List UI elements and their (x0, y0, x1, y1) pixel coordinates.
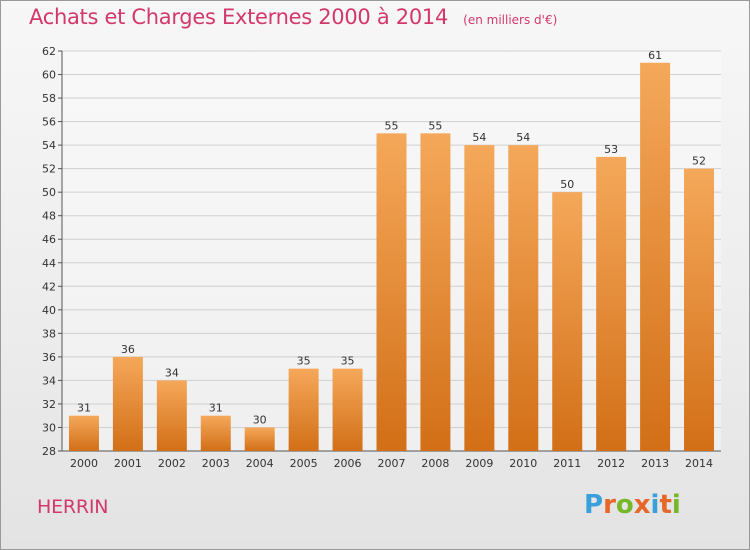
y-tick-label: 38 (42, 327, 56, 340)
y-tick-label: 36 (42, 351, 56, 364)
x-tick-label: 2006 (334, 457, 362, 470)
bar (640, 62, 671, 451)
x-tick-label: 2010 (509, 457, 537, 470)
y-tick-label: 48 (42, 210, 56, 223)
chart-title: Achats et Charges Externes 2000 à 2014 (29, 5, 449, 29)
bar (112, 356, 143, 451)
bar-value-label: 31 (77, 402, 91, 415)
y-tick-label: 50 (42, 186, 56, 199)
y-tick-label: 58 (42, 92, 56, 105)
y-tick-label: 34 (42, 374, 56, 387)
logo-letter: i (650, 490, 660, 520)
bar-value-label: 31 (209, 402, 223, 415)
x-tick-label: 2000 (70, 457, 98, 470)
bar (508, 145, 539, 451)
y-tick-label: 32 (42, 398, 56, 411)
bar (420, 133, 451, 451)
y-tick-label: 54 (42, 139, 56, 152)
logo-letter: x (633, 490, 651, 520)
x-tick-label: 2007 (378, 457, 406, 470)
x-tick-label: 2013 (641, 457, 669, 470)
bar-value-label: 35 (341, 355, 355, 368)
bar (552, 192, 583, 452)
x-tick-label: 2008 (421, 457, 449, 470)
x-tick-label: 2011 (553, 457, 581, 470)
bar (200, 415, 231, 451)
x-tick-label: 2003 (202, 457, 230, 470)
bar-value-label: 54 (516, 131, 530, 144)
bar (464, 145, 495, 451)
bar (332, 368, 363, 451)
bar-value-label: 30 (253, 413, 267, 426)
x-tick-label: 2002 (158, 457, 186, 470)
x-tick-label: 2014 (685, 457, 713, 470)
bar (288, 368, 319, 451)
bar-value-label: 55 (385, 119, 399, 132)
x-tick-label: 2009 (465, 457, 493, 470)
logo-letter: o (615, 490, 634, 520)
bar (68, 415, 99, 451)
bar (244, 427, 275, 451)
place-name: HERRIN (37, 496, 109, 518)
y-tick-label: 28 (42, 445, 56, 458)
y-tick-label: 46 (42, 233, 56, 246)
bar-value-label: 34 (165, 366, 179, 379)
bar-value-label: 61 (648, 49, 662, 62)
logo-letter: P (584, 490, 604, 520)
x-tick-label: 2005 (290, 457, 318, 470)
y-tick-label: 52 (42, 163, 56, 176)
bar-value-label: 50 (560, 178, 574, 191)
bar-value-label: 54 (472, 131, 486, 144)
bar-value-label: 53 (604, 143, 618, 156)
x-tick-label: 2004 (246, 457, 274, 470)
y-tick-label: 44 (42, 257, 56, 270)
logo-letter: i (671, 490, 681, 520)
bar-value-label: 36 (121, 343, 135, 356)
bar (156, 380, 187, 451)
y-tick-label: 60 (42, 69, 56, 82)
bar (596, 156, 627, 451)
bar-value-label: 35 (297, 355, 311, 368)
y-tick-label: 56 (42, 116, 56, 129)
logo-letter: t (659, 490, 672, 520)
chart-subtitle: (en milliers d'€) (463, 13, 558, 27)
bar-value-label: 55 (428, 119, 442, 132)
bar (376, 133, 407, 451)
y-tick-label: 62 (42, 45, 56, 58)
bar (684, 168, 715, 451)
logo-letter: r (603, 490, 616, 520)
x-tick-label: 2001 (114, 457, 142, 470)
y-tick-label: 42 (42, 280, 56, 293)
y-tick-label: 40 (42, 304, 56, 317)
bar-value-label: 52 (692, 155, 706, 168)
y-tick-label: 30 (42, 421, 56, 434)
proxiti-logo: Proxiti (584, 490, 681, 520)
chart-title-group: Achats et Charges Externes 2000 à 2014 (… (29, 5, 557, 29)
x-tick-label: 2012 (597, 457, 625, 470)
